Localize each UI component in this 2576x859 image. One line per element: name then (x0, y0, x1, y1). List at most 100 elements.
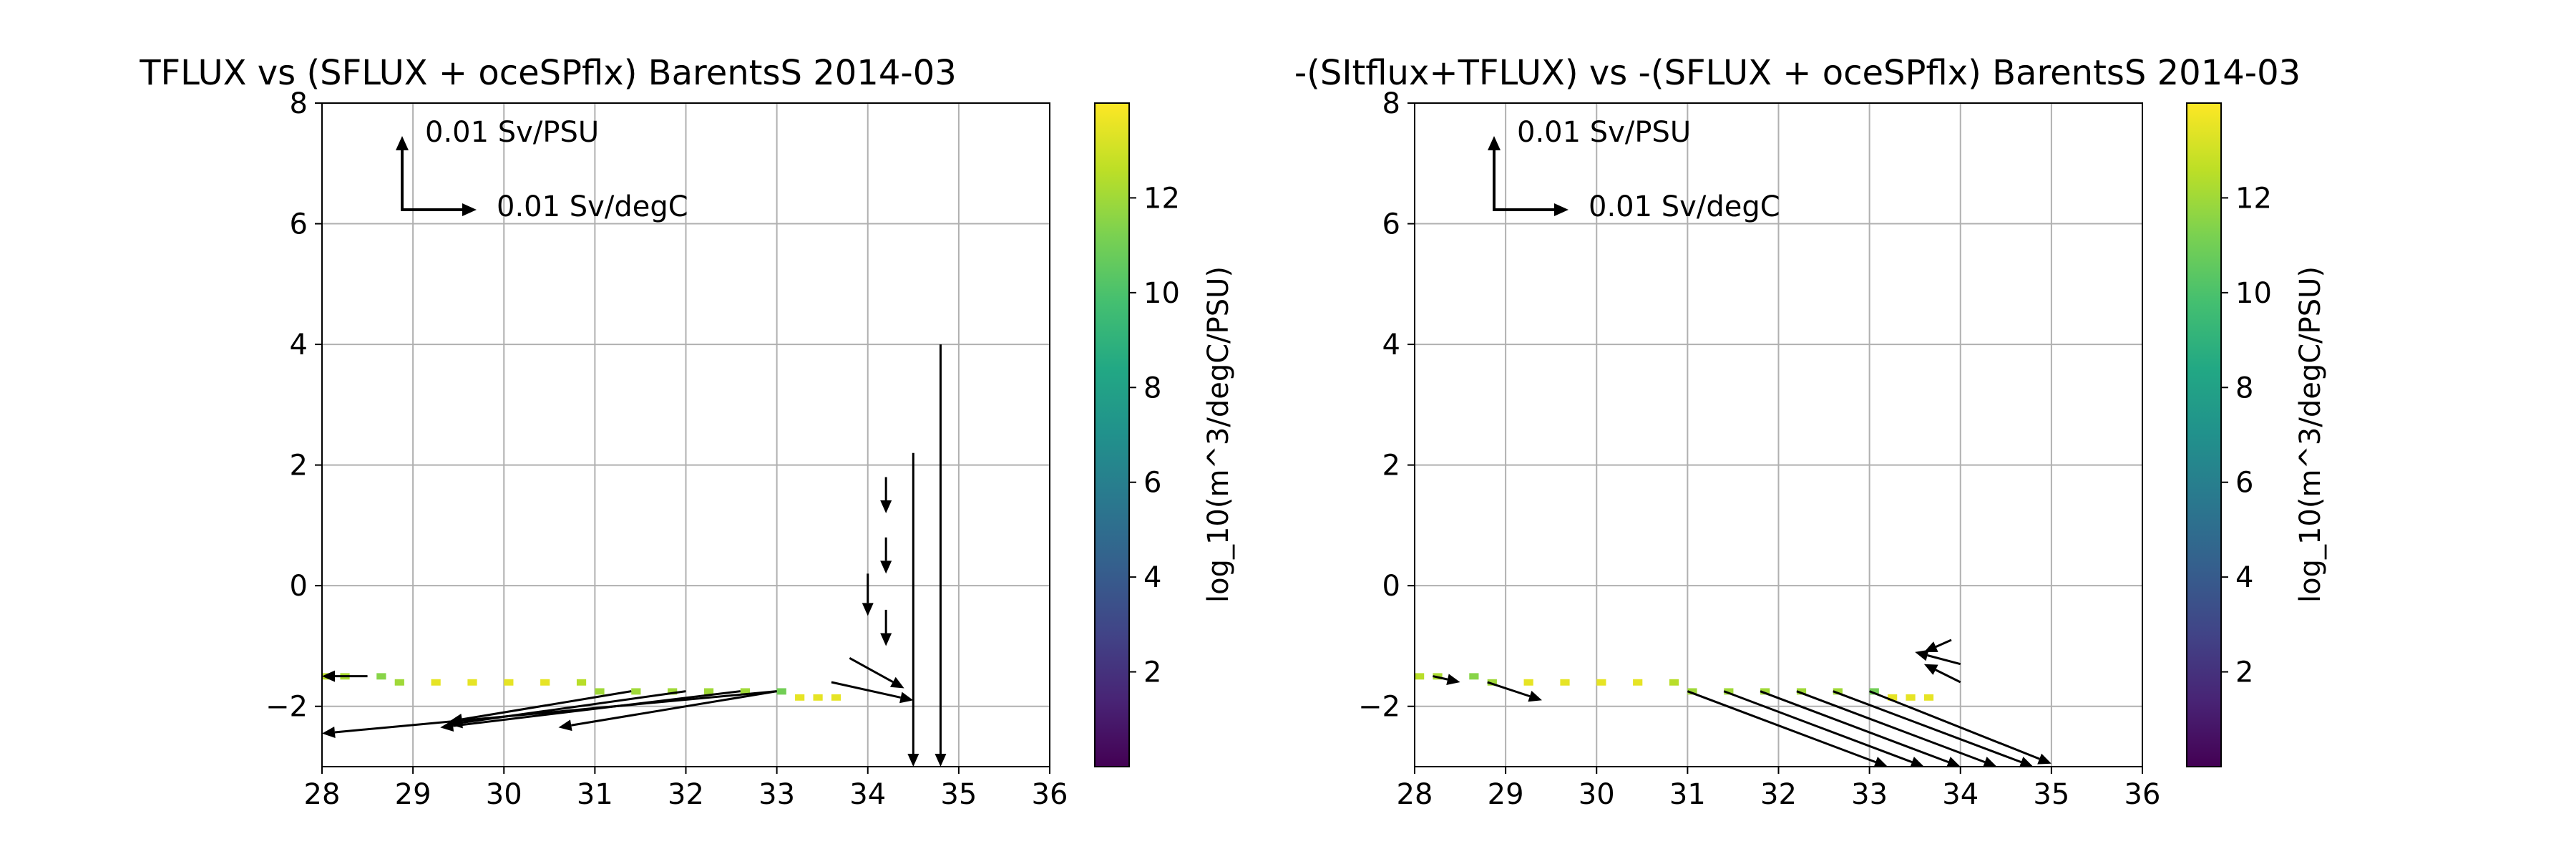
chart-2-y-axis: 8 6 4 2 0 −2 (1358, 87, 1415, 724)
chart-1-colorbar-tick-label: 10 (1143, 277, 1180, 310)
chart-1-flux-arrow (831, 681, 902, 699)
chart-2-y-tick-label: 4 (1382, 329, 1400, 361)
chart-2-y-tick-label: 2 (1382, 450, 1400, 482)
chart-2-flux-arrow (1723, 690, 1913, 764)
chart-1-heat-cell (504, 679, 514, 686)
chart-2-colorbar: 2 4 6 8 10 12 log_10(m^3/degC/PSU) (2186, 102, 2327, 767)
chart-1-heat-cell (576, 679, 587, 686)
chart-2-flux-arrowhead (1446, 674, 1460, 685)
chart-1-key-horizontal-head (462, 203, 477, 216)
chart-2-flux-arrow (1833, 690, 2022, 764)
chart-1-flux-arrowhead (907, 754, 919, 767)
chart-1-heat-cell (703, 688, 714, 695)
chart-1-flux-arrow (452, 690, 741, 727)
chart-2-flux-arrow (1433, 675, 1448, 681)
chart-2-heat-cell (1833, 688, 1843, 695)
chart-1-quiver-key: 0.01 Sv/PSU 0.01 Sv/degC (396, 116, 688, 223)
chart-2-heat-cell (1760, 688, 1770, 695)
chart-2-flux-arrowhead (1915, 649, 1929, 661)
chart-panel-2: -(SItflux+TFLUX) vs -(SFLUX + oceSPflx) … (1294, 53, 2327, 811)
chart-2-heat-cell (1469, 673, 1479, 680)
chart-1-heat-cell (795, 694, 805, 701)
chart-1-flux-arrowhead (862, 603, 874, 616)
chart-2-heat-cell (1487, 679, 1497, 686)
chart-1-arrows (322, 344, 947, 767)
chart-2-heat-cell (1796, 688, 1807, 695)
chart-2-title: -(SItflux+TFLUX) vs -(SFLUX + oceSPflx) … (1294, 53, 2301, 93)
chart-2-heat-cell (1596, 679, 1606, 686)
chart-2-heat-cell (1869, 688, 1879, 695)
chart-2-x-tick-label: 34 (1942, 778, 1979, 811)
chart-1-heat-cell (631, 688, 641, 695)
chart-1-heat-cell (540, 679, 550, 686)
chart-1-key-vertical-label: 0.01 Sv/PSU (425, 116, 599, 149)
chart-2-colorbar-tick-label: 8 (2235, 372, 2253, 404)
chart-2-x-tick-label: 36 (2124, 778, 2161, 811)
chart-1-y-tick-label: 2 (290, 450, 308, 482)
chart-2-x-axis: 28 29 30 31 32 33 34 35 36 (1397, 767, 2161, 811)
chart-2-key-vertical-head (1488, 136, 1501, 150)
chart-2-flux-arrow (1927, 654, 1961, 666)
chart-1-heat-cell (740, 688, 750, 695)
chart-1-heat-cell (668, 688, 678, 695)
chart-2-heat-cell (1923, 694, 1934, 701)
chart-2-y-tick-label: 0 (1382, 570, 1400, 603)
chart-1-x-tick-label: 30 (486, 778, 522, 811)
chart-2-flux-arrowhead (1873, 757, 1888, 768)
chart-2-flux-arrow (1935, 669, 1961, 684)
chart-1-colorbar-tick-label: 4 (1143, 561, 1161, 594)
chart-2-colorbar-label: log_10(m^3/degC/PSU) (2294, 266, 2327, 603)
chart-2-heat-cell (1669, 679, 1679, 686)
chart-1-flux-arrow (849, 656, 894, 684)
chart-2-x-tick-label: 32 (1760, 778, 1797, 811)
chart-1-y-tick-label: 6 (290, 208, 308, 241)
chart-1-flux-arrow (571, 690, 777, 727)
chart-2-colorbar-tick-label: 10 (2235, 277, 2272, 310)
chart-1-heat-cell (376, 673, 386, 680)
chart-1-key-horizontal-label: 0.01 Sv/degC (497, 190, 688, 223)
chart-1-x-tick-label: 36 (1032, 778, 1068, 811)
chart-2-key-horizontal-label: 0.01 Sv/degC (1589, 190, 1780, 223)
chart-1-flux-arrow (462, 690, 686, 724)
chart-1-flux-arrowhead (322, 670, 335, 682)
chart-2-y-tick-label: −2 (1358, 691, 1400, 724)
chart-2-y-tick-label: 6 (1382, 208, 1400, 241)
chart-1-flux-arrowhead (880, 500, 892, 514)
chart-2-colorbar-gradient (2186, 102, 2222, 767)
chart-1-flux-arrowhead (935, 754, 947, 767)
chart-1-heat-cell (394, 679, 404, 686)
chart-2-flux-arrowhead (1528, 691, 1542, 702)
chart-1-y-tick-label: 8 (290, 87, 308, 120)
chart-1-y-axis: 8 6 4 2 0 −2 (265, 87, 322, 724)
chart-2-flux-arrow (1935, 639, 1952, 648)
chart-1-x-tick-label: 33 (758, 778, 795, 811)
chart-2-flux-arrowhead (1982, 757, 1997, 768)
chart-1-flux-arrowhead (880, 633, 892, 646)
chart-1-flux-arrowhead (889, 676, 904, 689)
chart-1-key-vertical-head (396, 136, 409, 150)
chart-2-colorbar-tick-label: 6 (2235, 467, 2253, 500)
chart-2-heat-cell (1687, 688, 1697, 695)
chart-2-flux-arrow (1487, 681, 1531, 698)
chart-1-flux-arrow (462, 690, 632, 721)
chart-1-colorbar-tick-label: 8 (1143, 372, 1161, 404)
chart-1-colorbar-tick-label: 2 (1143, 656, 1161, 689)
chart-2-heat-cell (1888, 694, 1898, 701)
chart-2-flux-arrowhead (1946, 757, 1961, 768)
chart-2-key-horizontal-head (1554, 203, 1568, 216)
chart-2-flux-arrow (1687, 690, 1876, 764)
chart-1-x-tick-label: 29 (395, 778, 431, 811)
chart-2-colorbar-tick-label: 12 (2235, 182, 2272, 215)
chart-2-flux-arrow (1760, 690, 1949, 764)
chart-2-cells (1415, 673, 1934, 701)
chart-1-flux-arrowhead (899, 691, 914, 704)
chart-2-x-tick-label: 30 (1579, 778, 1615, 811)
chart-1-flux-arrowhead (880, 560, 892, 574)
chart-1-colorbar-gradient (1094, 102, 1130, 767)
chart-2-flux-arrowhead (2037, 753, 2051, 765)
chart-2-quiver-key: 0.01 Sv/PSU 0.01 Sv/degC (1488, 116, 1780, 223)
chart-2-flux-arrowhead (1910, 757, 1924, 768)
chart-2-heat-cell (1560, 679, 1570, 686)
chart-1-heat-cell (467, 679, 477, 686)
